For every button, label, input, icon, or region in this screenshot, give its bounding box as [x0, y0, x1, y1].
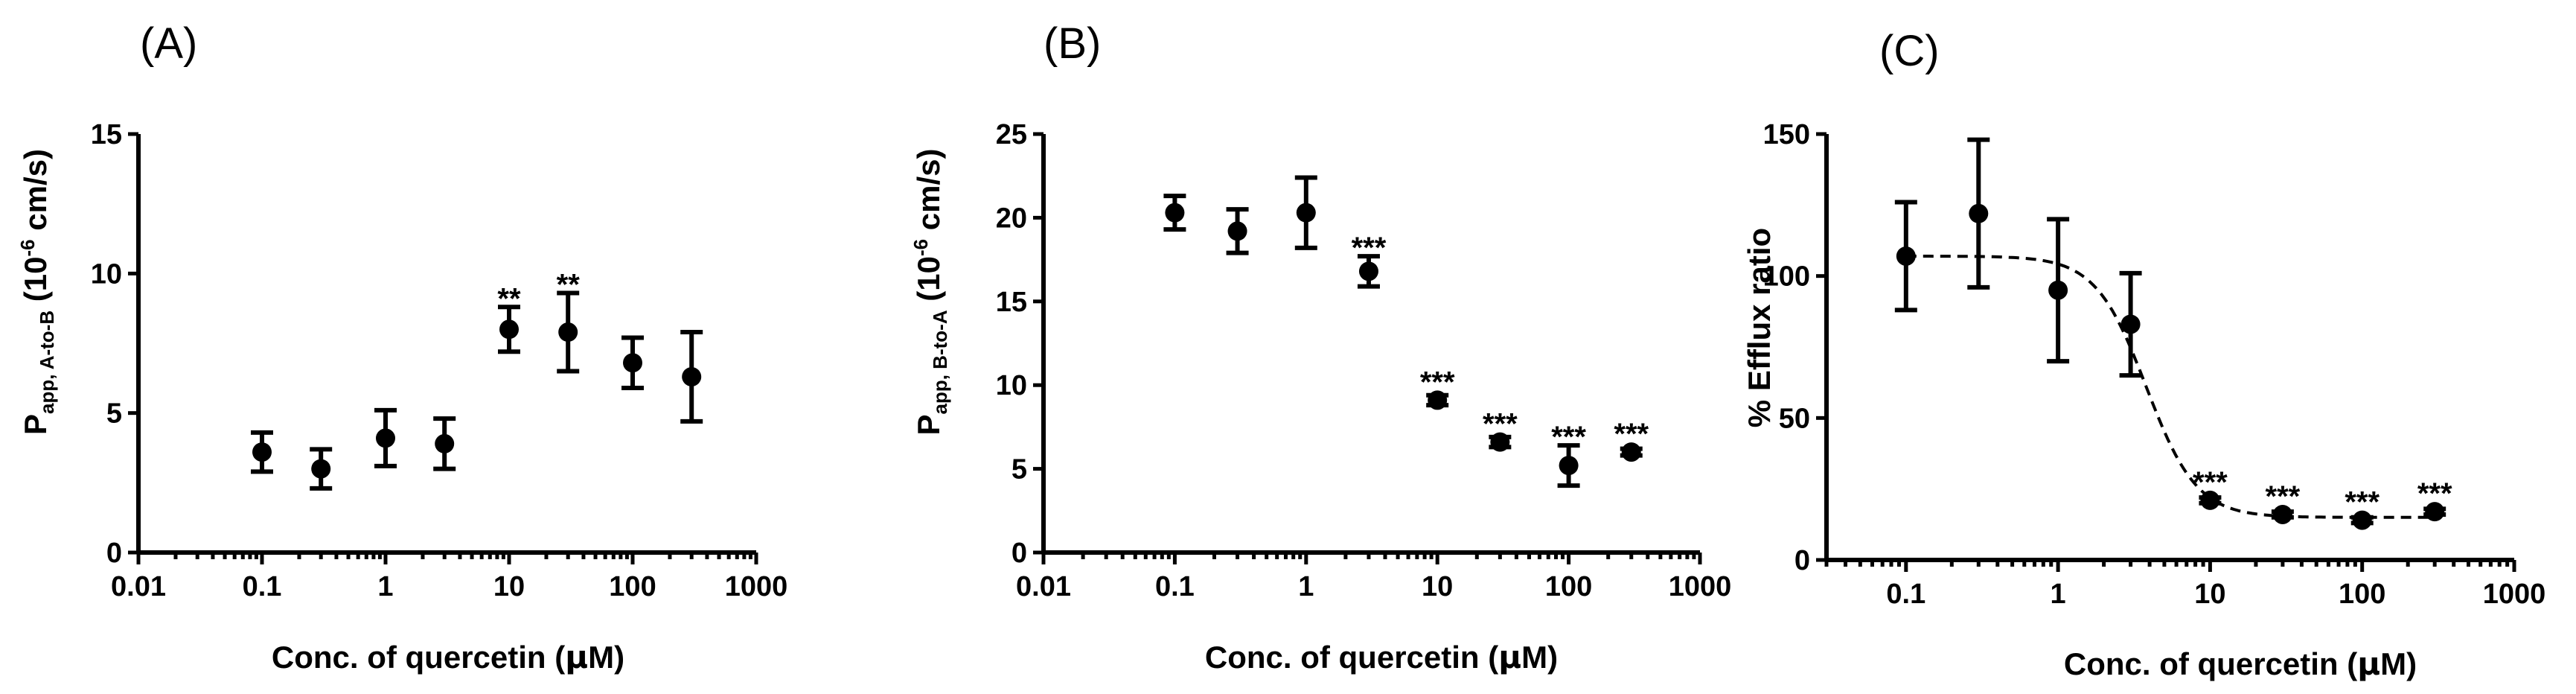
panel-b-data-point — [1559, 456, 1579, 476]
panel-a-data-point — [623, 353, 642, 373]
panel-b-x-tick-label: 100 — [1545, 571, 1592, 602]
panel-b: (B) Papp, B-to-A (10-6 cm/s) Conc. of qu… — [910, 19, 1731, 675]
panel-c-y-tick-label: 150 — [1763, 119, 1810, 150]
panel-b-x-tick-label: 1000 — [1669, 571, 1732, 602]
panel-a-label: (A) — [140, 19, 197, 68]
panel-c-y-tick-label: 50 — [1779, 403, 1810, 434]
panel-b-significance-label: *** — [1352, 232, 1387, 264]
panel-b-x-tick-label: 0.01 — [1016, 571, 1071, 602]
panel-a: (A) Papp, A-to-B (10-6 cm/s) Conc. of qu… — [16, 19, 787, 675]
panel-b-x-axis-title: Conc. of quercetin (μM) — [1205, 639, 1558, 675]
panel-a-x-tick-label: 1000 — [725, 571, 788, 602]
panel-b-y-axis-title: Papp, B-to-A (10-6 cm/s) — [910, 149, 951, 436]
panel-b-y-tick-label: 25 — [996, 119, 1027, 150]
panel-b-data-point — [1165, 203, 1185, 223]
panel-b-label: (B) — [1043, 19, 1101, 68]
panel-c-data-point — [2425, 502, 2445, 522]
panel-c-data-point — [2120, 314, 2141, 334]
panel-b-x-tick-label: 1 — [1298, 571, 1314, 602]
panel-a-y-axis-title: Papp, A-to-B (10-6 cm/s) — [16, 149, 58, 435]
panel-a-data-point — [435, 433, 455, 453]
panel-c-x-tick-label: 1 — [2051, 579, 2066, 610]
panel-b-data-point — [1296, 203, 1316, 223]
panel-b-data-point — [1428, 390, 1448, 410]
panel-b-significance-label: *** — [1483, 408, 1518, 441]
panel-a-significance-label: ** — [557, 269, 581, 302]
panel-c-fit-curve — [1905, 255, 2435, 519]
svg-text:Papp, A-to-B (10-6 cm/s): Papp, A-to-B (10-6 cm/s) — [16, 149, 58, 435]
panel-c-data-point — [2352, 510, 2372, 530]
panel-c-x-tick-label: 1000 — [2483, 579, 2546, 610]
panel-c-x-tick-label: 0.1 — [1886, 579, 1925, 610]
panel-c-significance-label: *** — [2266, 480, 2301, 513]
panel-c-x-tick-label: 100 — [2339, 579, 2385, 610]
panel-c-x-axis-title: Conc. of quercetin (μM) — [2064, 646, 2417, 682]
panel-b-data-point — [1621, 442, 1641, 462]
panel-a-x-tick-label: 0.1 — [243, 571, 282, 602]
panel-a-data-point — [558, 322, 578, 343]
panel-c-significance-label: *** — [2193, 466, 2228, 499]
panel-c-data-point — [1969, 203, 1989, 223]
panel-a-x-tick-label: 1 — [377, 571, 393, 602]
panel-a-significance-label: ** — [497, 282, 521, 315]
panel-b-significance-label: *** — [1614, 418, 1649, 451]
panel-c-data-point — [2048, 280, 2068, 300]
panel-a-x-axis-title: Conc. of quercetin (μM) — [272, 639, 624, 675]
panel-a-data-point — [311, 459, 331, 479]
panel-a-plot: 0 5 10 15 0.01 0.1 1 10 100 1000 ** ** — [91, 119, 788, 602]
panel-b-plot: 0 5 10 15 20 25 0.01 0.1 1 10 100 1000 *** *** *** *** *… — [996, 119, 1732, 602]
panel-a-data-point — [252, 442, 272, 462]
panel-c-data-point — [2200, 490, 2220, 510]
panel-c-data-point — [1896, 246, 1916, 266]
panel-a-x-tick-label: 0.01 — [111, 571, 166, 602]
panel-c-y-tick-label: 0 — [1794, 545, 1810, 576]
panel-a-data-point — [682, 366, 702, 386]
panel-a-data-point — [376, 428, 395, 448]
panel-b-significance-label: *** — [1420, 366, 1455, 398]
panel-b-data-point — [1227, 221, 1247, 241]
panel-b-y-tick-label: 10 — [996, 370, 1027, 401]
panel-c-y-tick-label: 100 — [1763, 261, 1810, 293]
panel-a-data-point — [499, 319, 519, 340]
panel-b-y-tick-label: 5 — [1011, 454, 1027, 486]
panel-b-y-tick-label: 15 — [996, 287, 1027, 318]
panel-a-y-tick-label: 5 — [106, 398, 122, 430]
panel-c-data-point — [2272, 504, 2292, 524]
panel-a-x-tick-label: 10 — [493, 571, 525, 602]
panel-b-data-point — [1490, 432, 1510, 452]
panel-c-y-axis-title: % Efflux ratio — [1742, 228, 1777, 427]
panel-c: (C) % Efflux ratio Conc. of quercetin (μ… — [1742, 27, 2545, 682]
panel-a-y-tick-label: 10 — [91, 258, 122, 290]
panel-b-y-tick-label: 0 — [1011, 538, 1027, 569]
panel-c-x-tick-label: 10 — [2194, 579, 2225, 610]
panel-b-significance-label: *** — [1551, 421, 1586, 453]
panel-b-x-tick-label: 10 — [1422, 571, 1453, 602]
svg-text:Papp, B-to-A (10-6 cm/s): Papp, B-to-A (10-6 cm/s) — [910, 149, 951, 436]
panel-c-plot: 0 50 100 150 0.1 1 10 100 1000 *** *** *** *** — [1763, 119, 2546, 610]
panel-b-y-tick-label: 20 — [996, 203, 1027, 234]
panel-c-label: (C) — [1879, 27, 1940, 75]
panel-b-x-tick-label: 0.1 — [1155, 571, 1195, 602]
panel-a-y-tick-label: 0 — [106, 538, 122, 569]
panel-c-significance-label: *** — [2345, 486, 2380, 519]
panel-b-data-point — [1358, 261, 1378, 281]
panel-a-x-tick-label: 100 — [609, 571, 656, 602]
panel-c-significance-label: *** — [2417, 477, 2452, 510]
panel-a-y-tick-label: 15 — [91, 119, 122, 150]
